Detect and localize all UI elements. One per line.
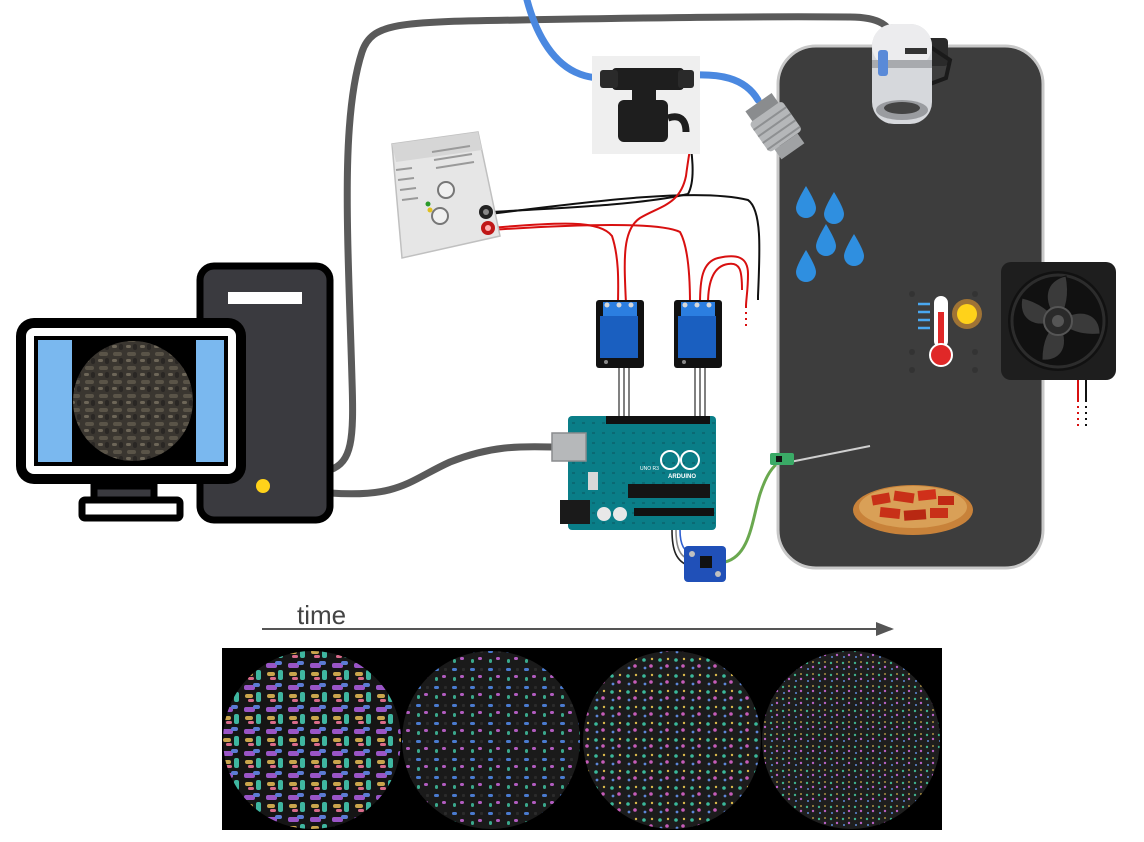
water-drop-icon — [796, 186, 816, 218]
thermometer-icon — [918, 296, 953, 367]
arduino-brand: ARDUINO — [668, 474, 696, 480]
relay2-red-wire — [699, 255, 750, 307]
camera-cable — [326, 13, 899, 474]
control-panel — [909, 291, 978, 373]
water-drop-icon — [796, 250, 816, 282]
computer-icon — [16, 262, 334, 524]
sensor-icon — [684, 546, 726, 582]
power-supply-icon — [391, 131, 501, 259]
nozzle-icon — [745, 92, 805, 160]
segmentation-frame-4 — [762, 651, 940, 829]
supply-red-wire — [489, 222, 620, 305]
relay-icon — [674, 300, 722, 368]
thermocouple-wire — [724, 458, 783, 564]
temperature-probe — [770, 445, 871, 465]
relay2-red-wire-b — [707, 262, 743, 305]
usb-cable — [326, 443, 556, 498]
segmentation-frame-3 — [583, 651, 761, 829]
screen-sample-image — [73, 341, 193, 461]
relay1-red-wire — [623, 135, 693, 305]
supply-red-wire-2 — [489, 224, 691, 305]
time-arrow — [262, 622, 894, 636]
supply-black-wire-2 — [489, 194, 761, 297]
water-drop-icon — [824, 192, 844, 224]
relay-icon — [596, 300, 644, 368]
water-drop-icon — [816, 224, 836, 256]
arduino-icon: ARDUINO UNO R3 — [551, 416, 716, 530]
supply-black-wire — [489, 131, 694, 213]
water-drops — [796, 186, 864, 282]
power-led — [256, 479, 270, 493]
monitor-icon — [16, 318, 246, 522]
fan-icon — [1001, 262, 1116, 428]
camera-icon — [872, 24, 953, 124]
arduino-model: UNO R3 — [640, 466, 659, 472]
water-drop-icon — [844, 234, 864, 266]
solenoid-valve-icon — [592, 56, 700, 154]
segmentation-frame-1 — [223, 651, 401, 829]
sun-icon — [952, 299, 982, 329]
relay-signal-wires — [618, 366, 706, 416]
time-label: time — [297, 600, 346, 630]
petri-dish-icon — [853, 485, 973, 535]
segmentation-frame-2 — [402, 651, 580, 829]
